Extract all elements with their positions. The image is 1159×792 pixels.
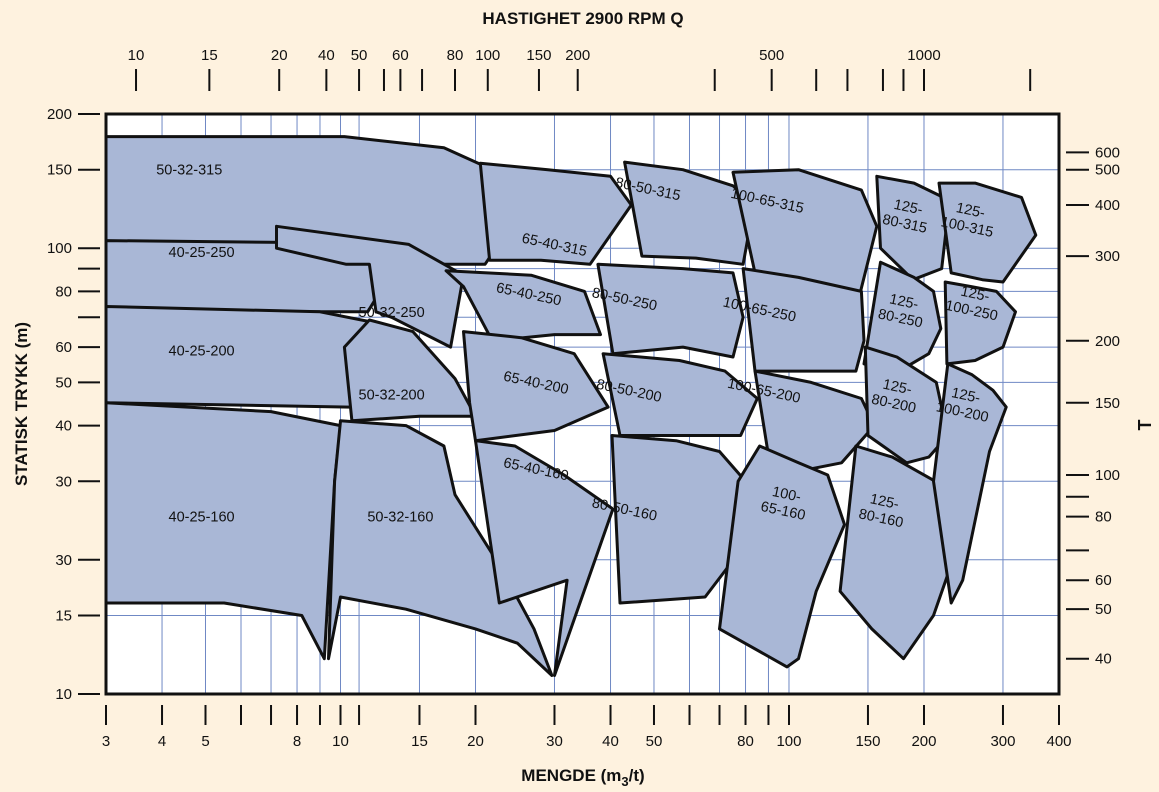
bottom-tick-label-22: 400 <box>1046 733 1071 750</box>
left-tick-label-11: 150 <box>47 162 72 179</box>
right-tick-label-0: 40 <box>1095 651 1112 668</box>
bottom-tick-label-10: 20 <box>467 733 484 750</box>
left-tick-label-3: 30 <box>55 473 72 490</box>
left-tick-label-2: 30 <box>55 552 72 569</box>
region-125-100-200 <box>932 362 1008 605</box>
region-50-32-250 <box>275 224 465 349</box>
region-100-65-160 <box>718 444 846 669</box>
region-label-line: 125- <box>881 377 913 399</box>
right-tick-label-6: 100 <box>1095 467 1120 484</box>
region-label-line: 125- <box>950 385 982 407</box>
region-label-line: 125- <box>888 291 920 313</box>
region-label-50-32-250: 50-32-250 <box>359 305 425 321</box>
top-tick-label-13: 500 <box>759 47 784 64</box>
right-tick-label-4: 80 <box>1095 509 1112 526</box>
left-tick-label-5: 50 <box>55 374 72 391</box>
region-65-40-250 <box>444 269 602 343</box>
bottom-tick-label-21: 300 <box>990 733 1015 750</box>
left-tick-label-12: 200 <box>47 106 72 123</box>
region-label-line: 125- <box>892 197 924 219</box>
top-tick-label-1: 15 <box>201 47 218 64</box>
bottom-tick-label-2: 5 <box>201 733 209 750</box>
top-tick-label-18: 1000 <box>907 47 940 64</box>
region-label-40-25-250: 40-25-250 <box>169 245 235 261</box>
bottom-tick-label-1: 4 <box>158 733 166 750</box>
chart-title: HASTIGHET 2900 RPM Q <box>482 9 683 28</box>
right-tick-label-2: 60 <box>1095 572 1112 589</box>
region-label-line: 125- <box>959 284 991 306</box>
bottom-tick-label-19: 150 <box>855 733 880 750</box>
bottom-tick-label-7: 10 <box>332 733 349 750</box>
right-tick-label-11: 500 <box>1095 162 1120 179</box>
region-125-100-250 <box>943 280 1017 366</box>
right-tick-label-1: 50 <box>1095 601 1112 618</box>
region-40-25-160 <box>104 401 342 661</box>
bottom-tick-label-0: 3 <box>102 733 110 750</box>
left-tick-label-0: 10 <box>55 686 72 703</box>
y-axis-label: STATISK TRYKK (m) <box>12 322 31 486</box>
region-label-50-32-160: 50-32-160 <box>367 510 433 526</box>
left-tick-label-10: 100 <box>47 240 72 257</box>
top-tick-label-2: 20 <box>271 47 288 64</box>
bottom-tick-label-18: 100 <box>776 733 801 750</box>
x-axis-label-subscript: 3 <box>621 774 628 789</box>
plot-frame <box>104 112 1061 696</box>
region-label-line: 40-25-160 <box>169 510 235 526</box>
region-label-line: 40-25-250 <box>169 245 235 261</box>
region-label-40-25-160: 40-25-160 <box>169 510 235 526</box>
left-tick-label-4: 40 <box>55 418 72 435</box>
region-125-80-160 <box>838 444 958 661</box>
top-tick-label-3: 40 <box>318 47 335 64</box>
region-label-50-32-315: 50-32-315 <box>156 163 222 179</box>
region-label-line: 50-32-315 <box>156 163 222 179</box>
right-tick-label-7: 150 <box>1095 395 1120 412</box>
region-label-line: 100- <box>771 484 803 506</box>
right-tick-label-12: 600 <box>1095 144 1120 161</box>
y2-axis-label: T <box>1135 420 1155 431</box>
bottom-tick-label-20: 200 <box>911 733 936 750</box>
region-label-50-32-200: 50-32-200 <box>359 387 425 403</box>
region-65-40-160 <box>474 439 615 677</box>
x-axis-label: MENGDE (m3/t) <box>521 766 644 789</box>
top-tick-label-8: 80 <box>447 47 464 64</box>
bottom-tick-label-11: 30 <box>546 733 563 750</box>
region-100-65-250 <box>741 267 866 373</box>
regions-layer <box>104 135 1038 677</box>
region-50-32-200 <box>342 318 477 423</box>
bottom-tick-label-9: 15 <box>411 733 428 750</box>
region-label-line: 125- <box>955 200 987 222</box>
right-tick-label-9: 300 <box>1095 248 1120 265</box>
right-tick-label-10: 400 <box>1095 197 1120 214</box>
region-125-100-315 <box>937 181 1038 284</box>
top-tick-label-6: 60 <box>392 47 409 64</box>
region-label-40-25-200: 40-25-200 <box>169 343 235 359</box>
region-65-40-200 <box>462 330 610 443</box>
region-label-line: 125- <box>869 491 901 513</box>
top-tick-label-10: 150 <box>526 47 551 64</box>
region-label-line: 50-32-250 <box>359 305 425 321</box>
ticks-layer: 3 4 5 8 10 15 20 30 40 50 80 100 150 200 300 400 10 15 20 4… <box>47 47 1120 750</box>
region-80-50-250 <box>596 262 745 359</box>
bottom-tick-label-12: 40 <box>602 733 619 750</box>
region-125-80-315 <box>875 174 951 282</box>
region-65-40-315 <box>478 161 633 266</box>
region-label-line: 50-32-200 <box>359 387 425 403</box>
left-tick-label-1: 15 <box>55 607 72 624</box>
region-label-line: 40-25-200 <box>169 343 235 359</box>
bottom-tick-label-5: 8 <box>293 733 301 750</box>
bottom-tick-label-13: 50 <box>646 733 663 750</box>
region-label-line: 50-32-160 <box>367 510 433 526</box>
bottom-tick-label-16: 80 <box>737 733 754 750</box>
right-tick-label-8: 200 <box>1095 333 1120 350</box>
top-tick-label-11: 200 <box>565 47 590 64</box>
left-tick-label-8: 80 <box>55 283 72 300</box>
top-tick-label-0: 10 <box>128 47 145 64</box>
top-tick-label-9: 100 <box>475 47 500 64</box>
top-tick-label-4: 50 <box>351 47 368 64</box>
region-40-25-200 <box>104 305 378 409</box>
left-tick-label-6: 60 <box>55 339 72 356</box>
region-50-32-160 <box>327 419 554 677</box>
